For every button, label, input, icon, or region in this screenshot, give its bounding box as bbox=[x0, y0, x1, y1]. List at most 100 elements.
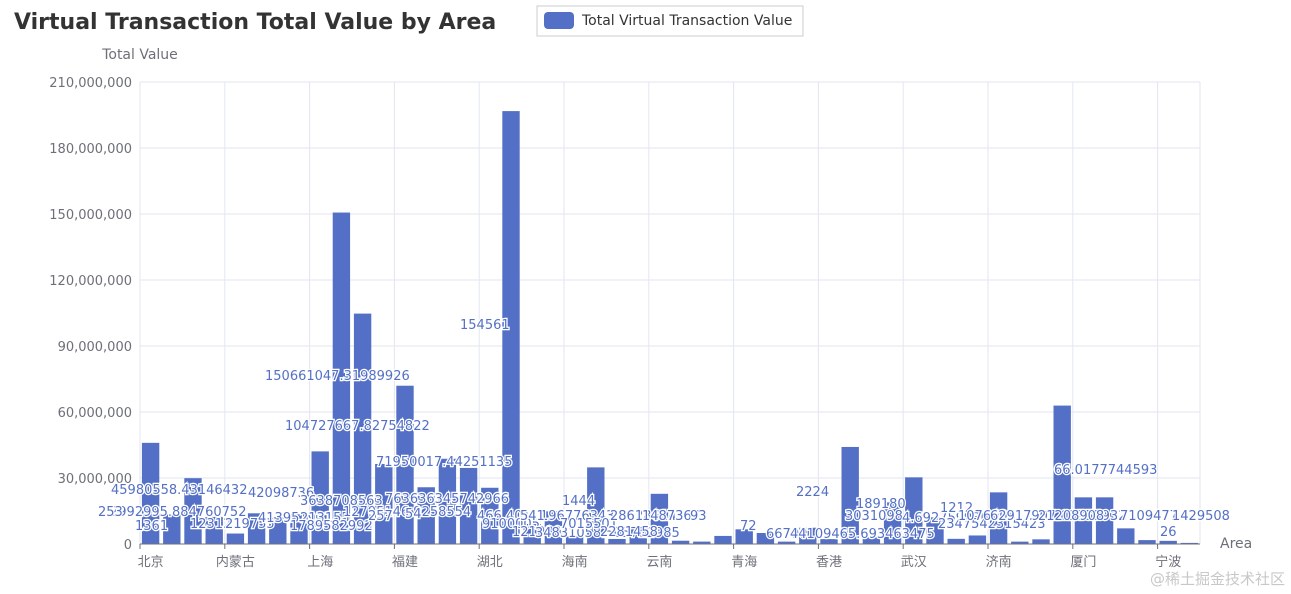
bar[interactable] bbox=[184, 478, 202, 544]
bar[interactable] bbox=[587, 467, 605, 544]
y-tick-label: 120,000,000 bbox=[49, 274, 132, 289]
bar[interactable] bbox=[883, 502, 902, 544]
bar[interactable] bbox=[650, 493, 669, 544]
data-label: 66700 bbox=[766, 527, 807, 542]
bar[interactable] bbox=[629, 528, 647, 544]
bar[interactable] bbox=[205, 516, 223, 544]
data-label: 541 bbox=[520, 509, 545, 524]
bar[interactable] bbox=[247, 513, 266, 544]
bar[interactable] bbox=[396, 385, 414, 544]
bar[interactable] bbox=[989, 492, 1008, 544]
bar[interactable] bbox=[756, 533, 775, 544]
x-tick-label: 海南 bbox=[562, 554, 588, 570]
bar[interactable] bbox=[459, 467, 478, 544]
y-axis: 0 30,000,000 60,000,000 90,000,000 120,000,0… bbox=[49, 76, 132, 553]
data-label: 213155 bbox=[300, 511, 350, 526]
data-label: 154561 bbox=[460, 318, 510, 333]
bar[interactable] bbox=[799, 527, 817, 544]
data-label: 34831058.505722985 bbox=[535, 526, 680, 541]
bar[interactable] bbox=[502, 111, 520, 544]
data-label: 44109465.693463475 bbox=[790, 527, 935, 542]
bar[interactable] bbox=[862, 537, 881, 544]
legend[interactable]: Total Virtual Transaction Value bbox=[536, 5, 804, 37]
bar[interactable] bbox=[1159, 540, 1177, 544]
x-tick-label: 云南 bbox=[646, 554, 672, 570]
bar[interactable] bbox=[714, 535, 732, 544]
data-label: 72 bbox=[740, 519, 757, 534]
bar[interactable] bbox=[693, 541, 711, 544]
bar[interactable] bbox=[1011, 541, 1029, 544]
x-axis-title: Area bbox=[1220, 536, 1252, 552]
x-tick-label: 宁波 bbox=[1155, 554, 1181, 570]
bar[interactable] bbox=[777, 541, 796, 544]
y-tick-label: 210,000,000 bbox=[49, 76, 132, 91]
bar[interactable] bbox=[1180, 542, 1199, 544]
bar[interactable] bbox=[375, 463, 393, 544]
data-label: 1212 bbox=[940, 501, 973, 516]
bar[interactable] bbox=[544, 511, 563, 544]
bar[interactable] bbox=[905, 477, 923, 544]
bar[interactable] bbox=[481, 487, 499, 544]
data-label: 253 bbox=[98, 505, 123, 520]
bar[interactable] bbox=[841, 446, 859, 544]
bar[interactable] bbox=[968, 535, 987, 544]
bar[interactable] bbox=[608, 538, 626, 544]
x-tick-label: 厦门 bbox=[1070, 555, 1096, 570]
data-label: 66.0177744593 bbox=[1054, 463, 1157, 478]
bar[interactable] bbox=[163, 514, 181, 544]
x-tick-label: 内蒙古 bbox=[216, 554, 255, 570]
x-tick-label: 上海 bbox=[307, 555, 333, 570]
y-axis-title: Total Value bbox=[101, 47, 178, 63]
data-label: 189180 bbox=[856, 497, 906, 512]
y-tick-label: 150,000,000 bbox=[49, 208, 132, 223]
bar[interactable] bbox=[735, 529, 753, 544]
bar[interactable] bbox=[141, 442, 160, 544]
x-axis: 北京 内蒙古 上海 福建 湖北 海南 云南 青海 香港 武汉 济南 厦门 宁波 bbox=[138, 543, 1200, 570]
bar[interactable] bbox=[417, 487, 435, 544]
data-label: 71950017.44251135 bbox=[376, 455, 512, 470]
bar[interactable] bbox=[671, 540, 690, 544]
data-label: 1361 bbox=[135, 519, 168, 534]
bar[interactable] bbox=[565, 536, 584, 544]
bar[interactable] bbox=[226, 533, 245, 544]
bar[interactable] bbox=[332, 212, 351, 544]
y-tick-label: 60,000,000 bbox=[58, 406, 132, 421]
x-tick-label: 济南 bbox=[986, 554, 1012, 570]
data-label: 3031098 bbox=[845, 509, 903, 524]
data-label: 28618 bbox=[610, 509, 651, 524]
data-label: 1444 bbox=[562, 494, 595, 509]
bar[interactable] bbox=[311, 451, 329, 544]
data-label: 54 bbox=[405, 507, 422, 522]
y-tick-label: 0 bbox=[124, 538, 132, 553]
data-label: 42098736 bbox=[248, 486, 314, 501]
data-label: 1429508 bbox=[1172, 509, 1230, 524]
data-label: 62917907.02555932 bbox=[990, 509, 1126, 524]
legend-label: Total Virtual Transaction Value bbox=[581, 13, 792, 29]
data-label: 12795146.9258554 bbox=[343, 505, 471, 520]
bar[interactable] bbox=[438, 458, 457, 544]
data-label: 104727667.82754822 bbox=[285, 419, 430, 434]
bar[interactable] bbox=[1074, 497, 1093, 544]
bar[interactable] bbox=[1117, 528, 1135, 544]
watermark: @稀土掘金技术社区 bbox=[1150, 570, 1285, 588]
bar[interactable] bbox=[820, 539, 838, 544]
data-label: 257 bbox=[368, 509, 393, 524]
bar[interactable] bbox=[353, 313, 372, 544]
data-label: 150661047.31989926 bbox=[265, 369, 410, 384]
bar[interactable] bbox=[1095, 497, 1114, 544]
bar[interactable] bbox=[269, 517, 287, 544]
bar[interactable] bbox=[947, 538, 965, 544]
bar[interactable] bbox=[523, 523, 541, 544]
data-label: 12312 bbox=[190, 517, 231, 532]
bar[interactable] bbox=[1032, 539, 1050, 544]
bar[interactable] bbox=[926, 517, 944, 544]
grid bbox=[139, 81, 1201, 544]
data-label: 7109477 bbox=[1120, 509, 1178, 524]
bar[interactable] bbox=[290, 514, 308, 544]
data-label: 1487367 bbox=[642, 509, 700, 524]
data-label: 21208908 bbox=[1038, 509, 1104, 524]
bar[interactable] bbox=[1138, 540, 1156, 544]
data-label: 413951931 bbox=[258, 511, 332, 526]
bar[interactable] bbox=[1053, 405, 1071, 544]
